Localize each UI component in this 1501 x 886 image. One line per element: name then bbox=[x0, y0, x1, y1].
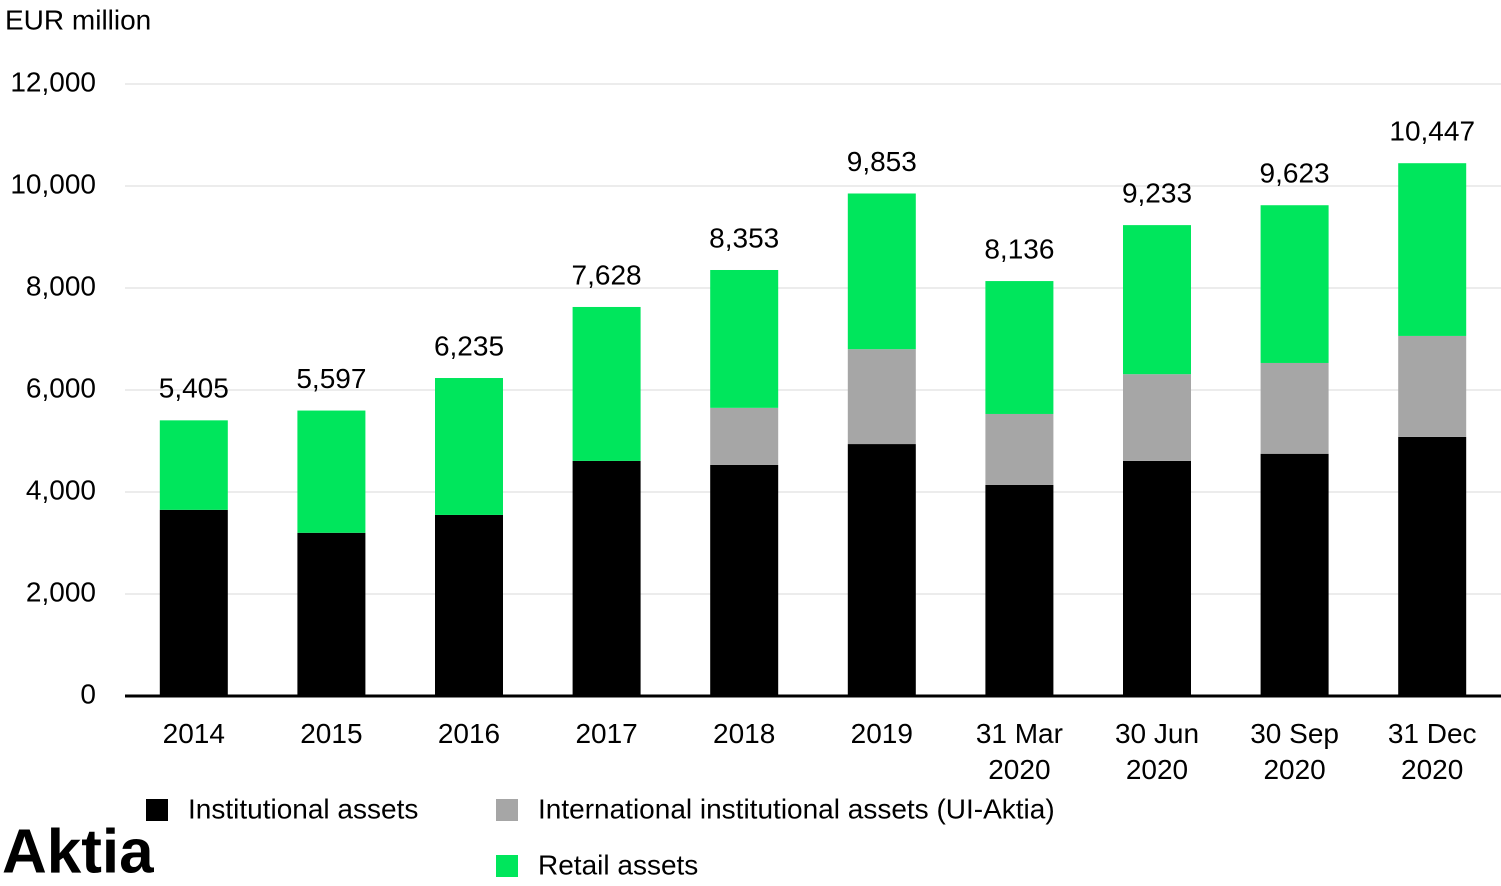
bar-segment bbox=[710, 269, 779, 408]
bar-segment bbox=[1123, 225, 1191, 375]
bar-segment bbox=[710, 464, 779, 696]
x-tick-label: 2014 bbox=[162, 718, 225, 749]
total-label: 9,233 bbox=[1122, 178, 1192, 209]
bar-segment bbox=[297, 532, 366, 696]
logo: Aktia bbox=[2, 817, 154, 886]
bar-segment bbox=[159, 420, 228, 510]
total-label: 5,597 bbox=[296, 363, 366, 394]
total-label: 9,623 bbox=[1260, 158, 1330, 189]
bar-segment bbox=[1398, 163, 1467, 336]
total-label: 6,235 bbox=[434, 330, 504, 361]
legend-label: Retail assets bbox=[538, 849, 698, 880]
x-tick-label: 2018 bbox=[713, 718, 776, 749]
y-tick-label: 4,000 bbox=[26, 474, 96, 505]
x-tick-label: 2016 bbox=[437, 718, 501, 749]
bar-segment bbox=[985, 281, 1054, 414]
y-tick-label: 10,000 bbox=[10, 168, 96, 199]
legend-label: Institutional assets bbox=[188, 793, 418, 824]
legend-label: International institutional assets (UI-A… bbox=[538, 793, 1055, 824]
bar-segment bbox=[1260, 362, 1329, 454]
total-label: 8,136 bbox=[984, 233, 1054, 264]
bar-segment bbox=[710, 407, 779, 465]
bar-segment bbox=[435, 514, 503, 696]
x-tick-label: 2015 bbox=[300, 718, 363, 749]
total-label: 5,405 bbox=[159, 373, 229, 404]
bar-segment bbox=[847, 444, 916, 696]
bar-segment bbox=[1260, 205, 1329, 363]
bar-segment bbox=[847, 349, 916, 445]
bar-segment bbox=[435, 378, 503, 515]
total-label: 9,853 bbox=[847, 146, 917, 177]
x-tick-label: 31 Dec 2020 bbox=[1387, 718, 1477, 785]
y-tick-label: 6,000 bbox=[26, 372, 96, 403]
bar-segment bbox=[1398, 436, 1467, 696]
bar-segment bbox=[572, 460, 641, 696]
total-label: 7,628 bbox=[572, 259, 642, 290]
bar-segment bbox=[297, 410, 366, 533]
bar-segment bbox=[985, 413, 1054, 485]
total-label: 10,447 bbox=[1389, 116, 1475, 147]
bar-segment bbox=[1123, 460, 1191, 696]
y-tick-label: 2,000 bbox=[26, 576, 96, 607]
bar-segment bbox=[572, 306, 641, 461]
y-tick-label: 12,000 bbox=[10, 66, 96, 97]
bar-segment bbox=[847, 193, 916, 350]
axis-unit: EUR million bbox=[5, 4, 151, 35]
x-tick-label: 2017 bbox=[575, 718, 638, 749]
x-tick-label: 31 Mar 2020 bbox=[975, 718, 1063, 785]
x-tick-label: 2019 bbox=[850, 718, 913, 749]
legend-swatch bbox=[146, 799, 168, 821]
bar-segment bbox=[985, 484, 1054, 696]
legend-swatch bbox=[496, 799, 518, 821]
total-label: 8,353 bbox=[709, 222, 779, 253]
x-tick-label: 30 Jun 2020 bbox=[1114, 718, 1200, 785]
bar-segment bbox=[159, 509, 228, 696]
bar-segment bbox=[1123, 374, 1191, 461]
bar-segment bbox=[1398, 335, 1467, 437]
x-tick-label: 30 Sep 2020 bbox=[1250, 718, 1339, 785]
bar-segment bbox=[1260, 453, 1329, 696]
legend-swatch bbox=[496, 855, 518, 877]
y-tick-label: 8,000 bbox=[26, 270, 96, 301]
y-tick-label: 0 bbox=[80, 678, 96, 709]
